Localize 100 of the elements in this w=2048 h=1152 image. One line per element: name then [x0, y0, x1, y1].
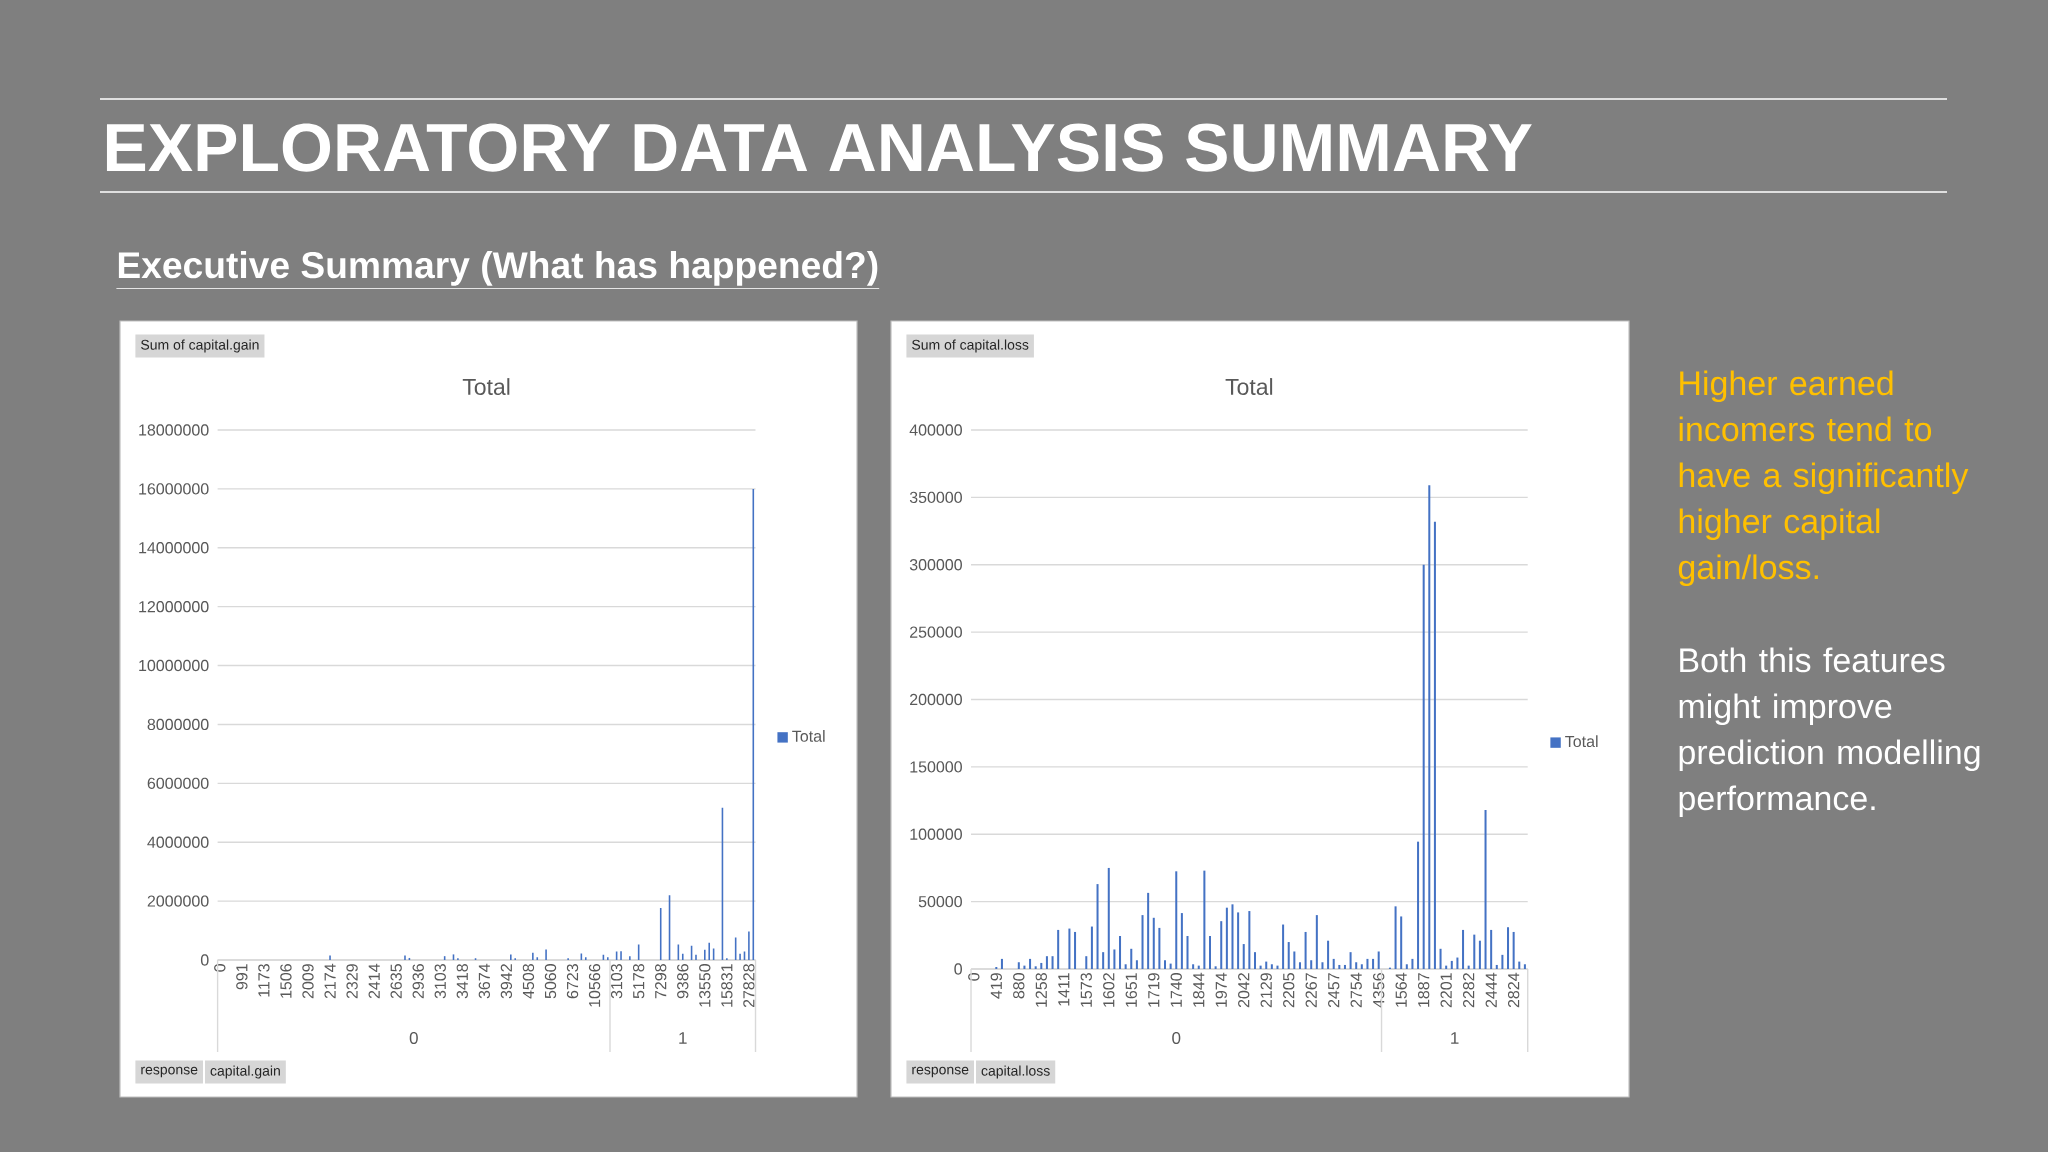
bar: [1186, 935, 1189, 969]
bar: [1433, 521, 1436, 969]
bar: [1169, 963, 1172, 969]
x-tick-label: 2754: [1350, 972, 1362, 1008]
bar: [1102, 952, 1105, 969]
bar: [1068, 928, 1071, 969]
y-tick-label: 14000000: [139, 542, 209, 554]
bar: [1270, 964, 1273, 969]
x-tick-label: 3103: [610, 964, 623, 999]
text: Both this features might improve prediction modelling performance.: [1679, 647, 1980, 818]
bar: [1495, 964, 1498, 969]
bar: [1450, 960, 1453, 969]
x-tick-label: 2205: [1283, 973, 1295, 1008]
bar: [1523, 964, 1526, 969]
bar: [1057, 929, 1060, 969]
x-tick-label: 2457: [1328, 973, 1340, 1008]
x-tick-label: 1564: [1395, 972, 1407, 1007]
text: 0: [1172, 1031, 1181, 1045]
bar: [1045, 956, 1048, 969]
text: Sum of capital.gain: [141, 339, 259, 353]
bar: [1400, 916, 1403, 969]
y-tick-label: 6000000: [147, 777, 209, 789]
bar: [1074, 931, 1077, 969]
bar: [1411, 958, 1414, 969]
bar: [1225, 907, 1228, 969]
bar: [1507, 927, 1510, 969]
bar: [1512, 931, 1515, 969]
bar: [1034, 966, 1037, 969]
x-tick-label: 7298: [655, 964, 667, 999]
bar: [1203, 870, 1206, 969]
bar: [1124, 964, 1127, 969]
bar: [1355, 962, 1358, 969]
bar: [1321, 962, 1324, 969]
x-tick-label: 1974: [1215, 972, 1227, 1007]
text: response: [912, 1066, 969, 1078]
x-tick-label: 3942: [500, 964, 513, 999]
x-tick-label: 3103: [434, 964, 446, 999]
bar: [1085, 956, 1088, 969]
y-tick-label: 400000: [909, 424, 962, 436]
bar: [1107, 867, 1110, 969]
x-tick-label: 2635: [390, 964, 402, 999]
bar: [1000, 958, 1003, 969]
bar: [1293, 951, 1296, 969]
bar: [1158, 927, 1161, 969]
x-tick-label: 3674: [478, 963, 491, 999]
y-tick-label: 18000000: [139, 424, 209, 436]
bar: [995, 966, 998, 969]
bar: [1377, 951, 1380, 969]
y-tick-label: 200000: [910, 693, 962, 706]
bar: [1338, 964, 1341, 969]
legend-label: Total: [792, 730, 825, 742]
bar: [1090, 926, 1093, 969]
x-tick-label: 2936: [412, 964, 424, 999]
x-tick-label: 419: [990, 973, 1002, 999]
bar: [1113, 949, 1116, 969]
text: EXPLORATORY DATA ANALYSIS SUMMARY: [106, 123, 1532, 172]
legend-label: Total: [1565, 735, 1598, 748]
bar: [1349, 952, 1352, 969]
x-tick-label: 2414: [368, 963, 380, 999]
y-tick-label: 16000000: [139, 483, 209, 495]
y-tick-label: 4000000: [147, 836, 209, 848]
bar: [1405, 964, 1408, 969]
bar: [1439, 948, 1442, 969]
bar: [1287, 942, 1290, 969]
y-tick-label: 50000: [918, 895, 962, 908]
bar: [1332, 958, 1335, 969]
y-tick-label: 300000: [909, 559, 962, 571]
bar: [1164, 960, 1167, 969]
bar: [1180, 913, 1183, 969]
bar: [1484, 809, 1487, 969]
bar: [1518, 961, 1521, 969]
bar: [1135, 960, 1138, 969]
x-tick-label: 2129: [1260, 973, 1272, 1008]
x-tick-label: 1740: [1170, 973, 1182, 1007]
bar: [1422, 564, 1425, 969]
x-tick-label: 2329: [346, 964, 358, 999]
x-tick-label: 2267: [1305, 973, 1317, 1008]
x-tick-label: 27828: [743, 964, 755, 1008]
y-tick-label: 250000: [910, 626, 962, 638]
bar: [1220, 921, 1223, 969]
x-tick-label: 13550: [699, 964, 711, 1007]
bar: [1237, 912, 1240, 969]
bar: [1473, 934, 1476, 969]
bar: [1315, 915, 1318, 969]
x-tick-label: 15831: [721, 964, 733, 1007]
bar: [1501, 954, 1504, 969]
text: capital.gain: [210, 1065, 280, 1079]
text: Higher earned incomers tend to have a significantly higher capital gain/loss.: [1678, 370, 1969, 587]
x-tick-label: 10566: [588, 964, 601, 1007]
y-tick-label: 150000: [910, 761, 962, 773]
x-tick-label: 2174: [324, 963, 336, 999]
x-tick-label: 0: [968, 973, 980, 981]
x-tick-label: 6723: [566, 964, 579, 999]
x-tick-label: 5178: [632, 964, 645, 999]
x-tick-label: 2824: [1507, 972, 1520, 1008]
bar: [1253, 952, 1256, 969]
bar: [1242, 944, 1245, 969]
bar: [1462, 929, 1465, 969]
x-tick-label: 1411: [1058, 973, 1070, 1006]
bar: [1130, 948, 1133, 969]
